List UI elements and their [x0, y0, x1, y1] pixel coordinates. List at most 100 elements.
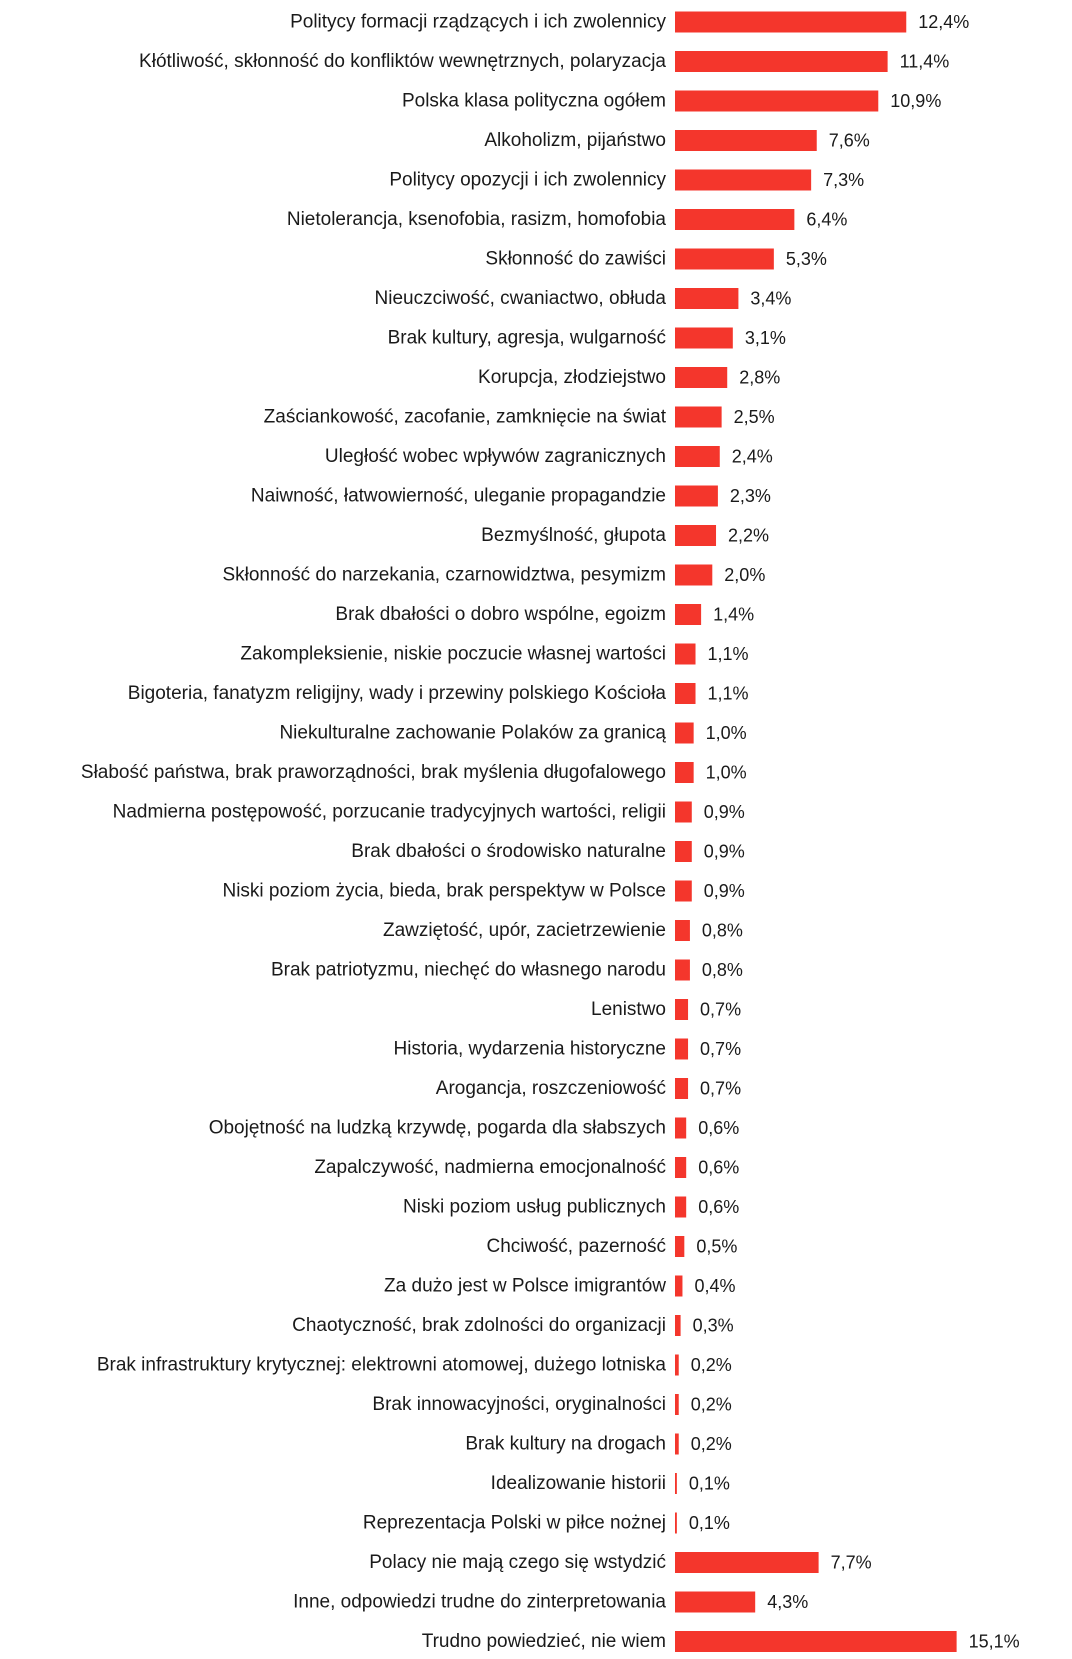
bar	[675, 485, 718, 507]
data-label: 0,7%	[700, 1000, 741, 1020]
data-label: 2,8%	[739, 368, 780, 388]
bar	[675, 1591, 756, 1613]
bar	[675, 406, 722, 428]
bar	[675, 169, 812, 191]
bar	[675, 248, 774, 270]
category-label: Za dużo jest w Polsce imigrantów	[384, 1276, 666, 1297]
data-label: 7,3%	[823, 170, 864, 190]
bar	[675, 11, 907, 33]
data-label: 0,9%	[704, 881, 745, 901]
category-label: Historia, wydarzenia historyczne	[394, 1039, 666, 1060]
category-label: Nadmierna postępowość, porzucanie tradyc…	[113, 802, 666, 823]
data-label: 0,6%	[698, 1158, 739, 1178]
category-label: Trudno powiedzieć, nie wiem	[422, 1631, 666, 1652]
category-label: Naiwność, łatwowierność, uleganie propag…	[251, 486, 666, 507]
bar	[675, 1275, 683, 1297]
category-label: Słabość państwa, brak praworządności, br…	[81, 762, 666, 783]
bar	[675, 1078, 689, 1099]
category-label: Chaotyczność, brak zdolności do organiza…	[292, 1315, 666, 1336]
data-label: 0,5%	[696, 1237, 737, 1257]
bar	[675, 1157, 687, 1178]
category-label: Nieuczciwość, cwaniactwo, obłuda	[375, 288, 667, 309]
category-label: Skłonność do narzekania, czarnowidztwa, …	[222, 565, 666, 586]
bar	[675, 90, 879, 112]
category-label: Brak kultury, agresja, wulgarność	[388, 328, 666, 349]
data-label: 0,2%	[691, 1434, 732, 1454]
category-label: Brak infrastruktury krytycznej: elektrow…	[97, 1355, 667, 1376]
bar	[675, 1394, 679, 1415]
data-label: 0,2%	[691, 1355, 732, 1375]
category-label: Reprezentacja Polski w piłce nożnej	[363, 1513, 666, 1534]
bar	[675, 1196, 687, 1218]
category-label: Politycy opozycji i ich zwolennicy	[389, 170, 666, 191]
category-label: Arogancja, roszczeniowość	[436, 1078, 666, 1099]
bar	[675, 722, 694, 744]
data-label: 10,9%	[890, 91, 941, 111]
bar	[675, 762, 694, 783]
data-label: 0,7%	[700, 1079, 741, 1099]
bar	[675, 959, 690, 981]
data-label: 0,2%	[691, 1395, 732, 1415]
bar	[675, 288, 739, 309]
category-label: Alkoholizm, pijaństwo	[484, 130, 666, 151]
bar	[675, 130, 817, 151]
data-label: 4,3%	[767, 1592, 808, 1612]
category-label: Brak patriotyzmu, niechęć do własnego na…	[271, 960, 666, 981]
category-label: Chciwość, pazerność	[486, 1236, 666, 1257]
data-label: 3,4%	[750, 289, 791, 309]
data-label: 1,1%	[708, 644, 749, 664]
category-label: Brak kultury na drogach	[465, 1434, 666, 1455]
bar	[675, 1038, 689, 1060]
category-label: Brak innowacyjności, oryginalności	[372, 1394, 666, 1415]
data-label: 2,0%	[724, 565, 765, 585]
bar	[675, 801, 692, 823]
data-label: 1,4%	[713, 605, 754, 625]
bar	[675, 1552, 819, 1573]
bar	[675, 564, 713, 586]
category-label: Zaściankowość, zacofanie, zamknięcie na …	[264, 407, 667, 428]
data-label: 2,3%	[730, 486, 771, 506]
data-label: 15,1%	[969, 1632, 1020, 1652]
data-label: 0,1%	[689, 1513, 730, 1533]
bar	[675, 1473, 677, 1494]
category-label: Zawziętość, upór, zacietrzewienie	[383, 920, 666, 941]
data-label: 3,1%	[745, 328, 786, 348]
category-label: Lenistwo	[591, 999, 666, 1020]
bar	[675, 643, 696, 665]
data-label: 0,7%	[700, 1039, 741, 1059]
bar	[675, 841, 692, 862]
bar	[675, 327, 733, 349]
data-label: 0,4%	[694, 1276, 735, 1296]
data-label: 5,3%	[786, 249, 827, 269]
data-label: 2,4%	[732, 447, 773, 467]
bar	[675, 1512, 677, 1534]
bar	[675, 920, 690, 941]
category-label: Brak dbałości o dobro wspólne, egoizm	[335, 604, 666, 625]
data-label: 2,5%	[734, 407, 775, 427]
category-label: Obojętność na ludzką krzywdę, pogarda dl…	[209, 1118, 666, 1139]
data-label: 7,6%	[829, 131, 870, 151]
bar	[675, 1354, 679, 1376]
category-label: Bezmyślność, głupota	[481, 525, 666, 546]
data-label: 1,0%	[706, 763, 747, 783]
category-label: Brak dbałości o środowisko naturalne	[351, 841, 666, 862]
category-label: Zakompleksienie, niskie poczucie własnej…	[240, 644, 666, 665]
bar	[675, 367, 728, 388]
category-label: Idealizowanie historii	[491, 1473, 666, 1494]
data-label: 0,6%	[698, 1118, 739, 1138]
bar	[675, 604, 702, 625]
category-label: Nietolerancja, ksenofobia, rasizm, homof…	[287, 209, 667, 230]
data-label: 0,8%	[702, 921, 743, 941]
data-label: 0,8%	[702, 960, 743, 980]
data-label: 7,7%	[831, 1553, 872, 1573]
bar	[675, 525, 717, 546]
data-label: 1,1%	[708, 684, 749, 704]
data-label: 11,4%	[900, 52, 950, 72]
category-label: Inne, odpowiedzi trudne do zinterpretowa…	[293, 1592, 666, 1613]
category-label: Niekulturalne zachowanie Polaków za gran…	[279, 723, 666, 744]
category-label: Polacy nie mają czego się wstydzić	[369, 1552, 666, 1573]
data-label: 1,0%	[706, 723, 747, 743]
category-label: Niski poziom usług publicznych	[403, 1197, 666, 1218]
category-label: Niski poziom życia, bieda, brak perspekt…	[222, 881, 666, 902]
